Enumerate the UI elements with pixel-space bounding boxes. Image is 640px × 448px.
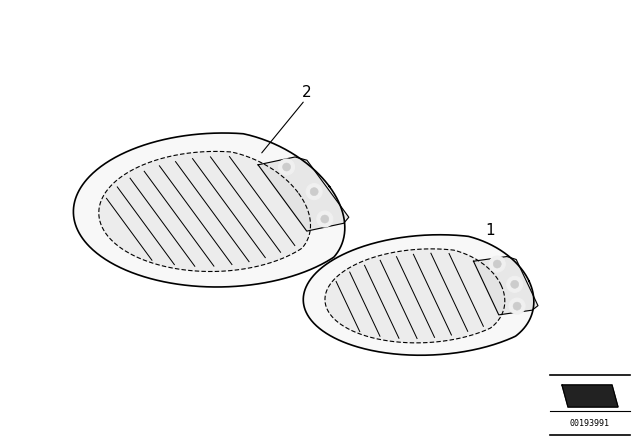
Text: 00193991: 00193991	[570, 418, 610, 427]
Circle shape	[317, 211, 333, 227]
Circle shape	[493, 260, 501, 268]
Circle shape	[507, 276, 523, 293]
Polygon shape	[99, 151, 310, 271]
Circle shape	[278, 159, 294, 175]
Text: 2: 2	[302, 85, 312, 99]
Circle shape	[321, 215, 329, 223]
Circle shape	[511, 280, 518, 289]
Polygon shape	[303, 235, 534, 355]
Circle shape	[489, 256, 505, 272]
Polygon shape	[474, 257, 538, 315]
Circle shape	[283, 163, 291, 171]
Polygon shape	[258, 157, 349, 231]
Polygon shape	[562, 385, 618, 407]
Circle shape	[306, 184, 322, 200]
Circle shape	[513, 302, 521, 310]
Text: 1: 1	[485, 223, 495, 237]
Polygon shape	[74, 133, 345, 287]
Polygon shape	[325, 249, 505, 343]
Circle shape	[509, 298, 525, 314]
Circle shape	[310, 188, 318, 196]
